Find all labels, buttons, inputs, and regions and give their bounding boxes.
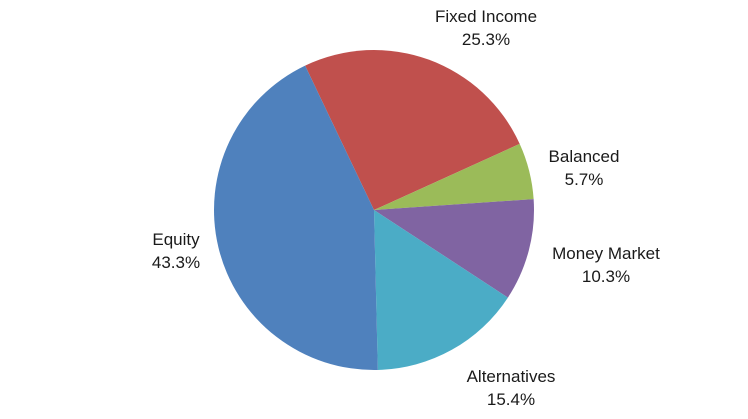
pie-slice-alternatives xyxy=(374,210,508,370)
pie-slice-money-market xyxy=(374,199,534,298)
pie-slice-equity xyxy=(214,65,378,370)
slice-label-fixed-income: Fixed Income 25.3% xyxy=(435,5,537,51)
slice-label-value: 5.7% xyxy=(564,170,604,189)
slice-label-value: 15.4% xyxy=(486,390,536,409)
slice-label-money-market: Money Market 10.3% xyxy=(552,242,660,288)
slice-label-name: Fixed Income xyxy=(434,7,538,26)
slice-label-name: Equity xyxy=(152,230,200,249)
slice-label-value: 43.3% xyxy=(151,253,201,272)
slice-label-equity: Equity 43.3% xyxy=(152,228,200,274)
slice-label-value: 25.3% xyxy=(461,30,511,49)
slice-label-alternatives: Alternatives 15.4% xyxy=(467,365,556,411)
pie-slice-balanced xyxy=(374,143,534,210)
pie-slice-fixed-income xyxy=(305,50,520,210)
slice-label-name: Money Market xyxy=(552,244,660,263)
slice-label-name: Alternatives xyxy=(466,367,556,386)
slice-label-name: Balanced xyxy=(548,147,620,166)
slice-label-value: 10.3% xyxy=(581,267,631,286)
slice-label-balanced: Balanced 5.7% xyxy=(549,145,620,191)
